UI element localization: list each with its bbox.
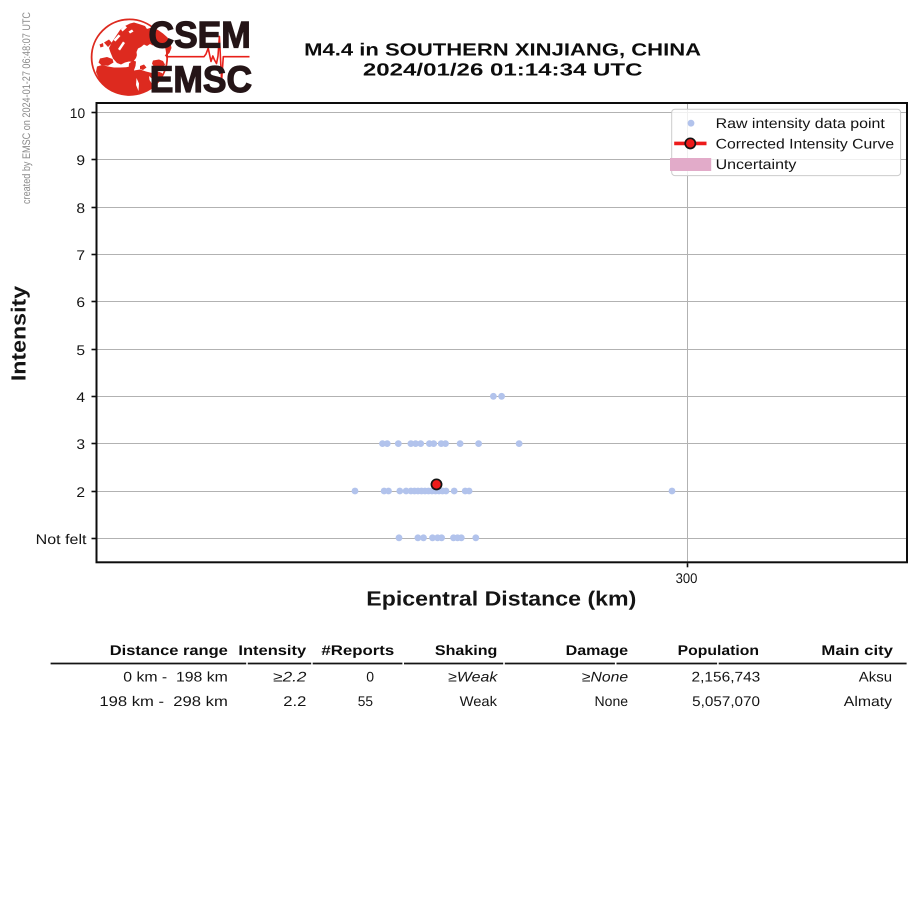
svg-text:7: 7	[76, 247, 85, 263]
svg-text:9: 9	[76, 152, 85, 168]
svg-text:Damage: Damage	[566, 642, 629, 658]
svg-text:Weak: Weak	[460, 693, 498, 709]
svg-text:4: 4	[76, 389, 85, 405]
svg-text:300: 300	[676, 570, 698, 586]
svg-text:2024/01/26 01:14:34 UTC: 2024/01/26 01:14:34 UTC	[363, 60, 643, 80]
svg-text:EMSC: EMSC	[150, 58, 252, 100]
svg-text:2.2: 2.2	[283, 693, 306, 709]
svg-text:Corrected Intensity Curve: Corrected Intensity Curve	[716, 135, 895, 151]
svg-text:198 km - 298 km: 198 km - 298 km	[99, 693, 227, 709]
svg-text:Distance range: Distance range	[110, 642, 228, 658]
svg-text:M4.4 in SOUTHERN XINJIANG, CHI: M4.4 in SOUTHERN XINJIANG, CHINA	[304, 39, 701, 59]
svg-text:5: 5	[76, 342, 85, 358]
svg-text:Raw intensity data point: Raw intensity data point	[716, 115, 885, 131]
svg-text:8: 8	[76, 200, 85, 216]
svg-text:Aksu: Aksu	[859, 668, 892, 684]
svg-text:Almaty: Almaty	[844, 693, 892, 709]
svg-text:Epicentral Distance (km): Epicentral Distance (km)	[366, 587, 636, 610]
svg-text:created by EMSC on 2024-01-27: created by EMSC on 2024-01-27 06:48:07 U…	[21, 12, 33, 204]
svg-text:Main city: Main city	[821, 642, 893, 658]
svg-text:#Reports: #Reports	[321, 642, 394, 658]
svg-text:Intensity: Intensity	[238, 642, 306, 658]
svg-text:6: 6	[76, 294, 85, 310]
svg-text:Not felt: Not felt	[36, 531, 87, 547]
svg-text:Intensity: Intensity	[8, 285, 31, 381]
svg-text:Shaking: Shaking	[435, 642, 498, 658]
svg-text:55: 55	[358, 693, 374, 709]
svg-text:2: 2	[76, 484, 85, 500]
svg-text:CSEM: CSEM	[149, 14, 251, 56]
svg-text:Population: Population	[678, 642, 759, 658]
svg-text:0: 0	[366, 668, 374, 684]
svg-text:10: 10	[70, 105, 86, 121]
svg-text:3: 3	[76, 436, 85, 452]
svg-text:≥None: ≥None	[582, 668, 628, 684]
svg-text:≥Weak: ≥Weak	[448, 668, 498, 684]
svg-text:≥2.2: ≥2.2	[273, 668, 306, 684]
svg-text:2,156,743: 2,156,743	[692, 668, 761, 684]
svg-text:Uncertainty: Uncertainty	[716, 156, 797, 172]
svg-text:0 km - 198 km: 0 km - 198 km	[123, 668, 228, 684]
svg-text:None: None	[595, 693, 629, 709]
svg-text:5,057,070: 5,057,070	[692, 693, 760, 709]
